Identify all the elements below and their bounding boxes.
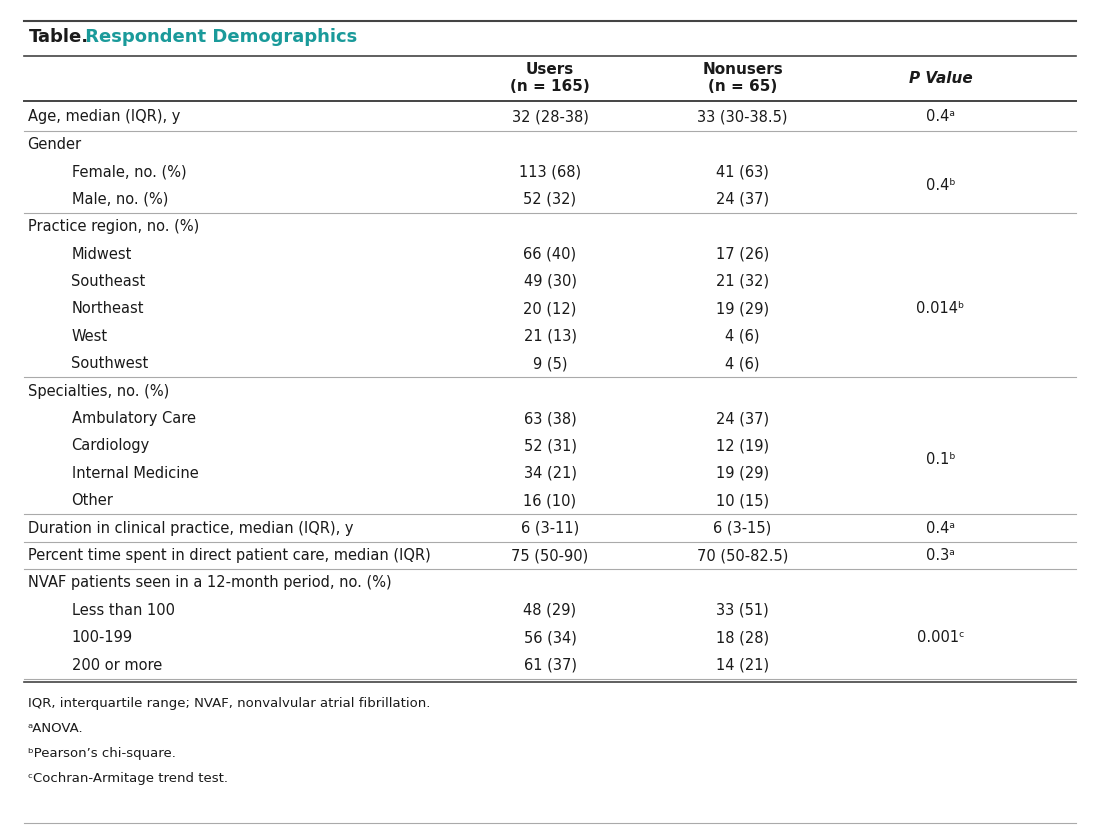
Text: 52 (31): 52 (31) xyxy=(524,438,576,453)
Text: 49 (30): 49 (30) xyxy=(524,274,576,289)
Text: 0.4ᵃ: 0.4ᵃ xyxy=(926,521,955,536)
Text: Specialties, no. (%): Specialties, no. (%) xyxy=(28,383,168,399)
Text: 21 (32): 21 (32) xyxy=(716,274,769,289)
Text: Age, median (IQR), y: Age, median (IQR), y xyxy=(28,109,180,124)
Text: 113 (68): 113 (68) xyxy=(519,164,581,179)
Text: 56 (34): 56 (34) xyxy=(524,631,576,646)
Text: 0.001ᶜ: 0.001ᶜ xyxy=(916,631,965,646)
Text: 14 (21): 14 (21) xyxy=(716,658,769,673)
Text: Duration in clinical practice, median (IQR), y: Duration in clinical practice, median (I… xyxy=(28,521,353,536)
Text: 200 or more: 200 or more xyxy=(72,658,162,673)
Text: 4 (6): 4 (6) xyxy=(725,329,760,344)
Text: Table.: Table. xyxy=(29,28,89,47)
Text: 41 (63): 41 (63) xyxy=(716,164,769,179)
Text: 4 (6): 4 (6) xyxy=(725,357,760,372)
Text: 20 (12): 20 (12) xyxy=(524,302,576,317)
Text: 0.3ᵃ: 0.3ᵃ xyxy=(926,548,955,563)
Text: 6 (3-15): 6 (3-15) xyxy=(714,521,771,536)
Text: Percent time spent in direct patient care, median (IQR): Percent time spent in direct patient car… xyxy=(28,548,430,563)
Text: 48 (29): 48 (29) xyxy=(524,603,576,618)
Text: ᶜCochran-Armitage trend test.: ᶜCochran-Armitage trend test. xyxy=(28,771,228,785)
Text: 66 (40): 66 (40) xyxy=(524,247,576,262)
Text: 17 (26): 17 (26) xyxy=(716,247,769,262)
Text: (n = 65): (n = 65) xyxy=(708,79,777,94)
Text: Nonusers: Nonusers xyxy=(702,62,783,77)
Text: 33 (51): 33 (51) xyxy=(716,603,769,618)
Text: Other: Other xyxy=(72,493,113,508)
Text: NVAF patients seen in a 12-month period, no. (%): NVAF patients seen in a 12-month period,… xyxy=(28,576,392,591)
Text: Southeast: Southeast xyxy=(72,274,145,289)
Text: Practice region, no. (%): Practice region, no. (%) xyxy=(28,219,199,234)
Text: ᵃANOVA.: ᵃANOVA. xyxy=(28,721,84,735)
Text: Respondent Demographics: Respondent Demographics xyxy=(79,28,358,47)
Text: Users: Users xyxy=(526,62,574,77)
Text: Southwest: Southwest xyxy=(72,357,148,372)
Text: 100-199: 100-199 xyxy=(72,631,133,646)
Text: P Value: P Value xyxy=(909,71,972,86)
Text: 18 (28): 18 (28) xyxy=(716,631,769,646)
Text: 70 (50-82.5): 70 (50-82.5) xyxy=(696,548,789,563)
Text: 63 (38): 63 (38) xyxy=(524,411,576,426)
Text: 0.4ᵃ: 0.4ᵃ xyxy=(926,109,955,124)
Text: 0.1ᵇ: 0.1ᵇ xyxy=(926,452,955,467)
Text: Ambulatory Care: Ambulatory Care xyxy=(72,411,196,426)
Text: West: West xyxy=(72,329,108,344)
Text: 32 (28-38): 32 (28-38) xyxy=(512,109,588,124)
Text: Gender: Gender xyxy=(28,137,81,152)
Text: 61 (37): 61 (37) xyxy=(524,658,576,673)
Text: Female, no. (%): Female, no. (%) xyxy=(72,164,186,179)
Text: 33 (30-38.5): 33 (30-38.5) xyxy=(697,109,788,124)
Text: 34 (21): 34 (21) xyxy=(524,466,576,481)
Text: 10 (15): 10 (15) xyxy=(716,493,769,508)
Text: Cardiology: Cardiology xyxy=(72,438,150,453)
Text: 24 (37): 24 (37) xyxy=(716,411,769,426)
Text: IQR, interquartile range; NVAF, nonvalvular atrial fibrillation.: IQR, interquartile range; NVAF, nonvalvu… xyxy=(28,696,430,710)
Text: ᵇPearson’s chi-square.: ᵇPearson’s chi-square. xyxy=(28,746,175,760)
Text: 75 (50-90): 75 (50-90) xyxy=(512,548,588,563)
Text: Internal Medicine: Internal Medicine xyxy=(72,466,198,481)
Text: 0.4ᵇ: 0.4ᵇ xyxy=(926,178,955,193)
Text: 6 (3-11): 6 (3-11) xyxy=(521,521,579,536)
Text: 0.014ᵇ: 0.014ᵇ xyxy=(916,302,965,317)
Text: 19 (29): 19 (29) xyxy=(716,302,769,317)
Text: 16 (10): 16 (10) xyxy=(524,493,576,508)
Text: 52 (32): 52 (32) xyxy=(524,192,576,207)
Text: 24 (37): 24 (37) xyxy=(716,192,769,207)
Text: Less than 100: Less than 100 xyxy=(72,603,175,618)
Text: Midwest: Midwest xyxy=(72,247,132,262)
Text: Northeast: Northeast xyxy=(72,302,144,317)
Text: (n = 165): (n = 165) xyxy=(510,79,590,94)
Text: 12 (19): 12 (19) xyxy=(716,438,769,453)
Text: 19 (29): 19 (29) xyxy=(716,466,769,481)
Text: 9 (5): 9 (5) xyxy=(532,357,568,372)
Text: 21 (13): 21 (13) xyxy=(524,329,576,344)
Text: Male, no. (%): Male, no. (%) xyxy=(72,192,168,207)
